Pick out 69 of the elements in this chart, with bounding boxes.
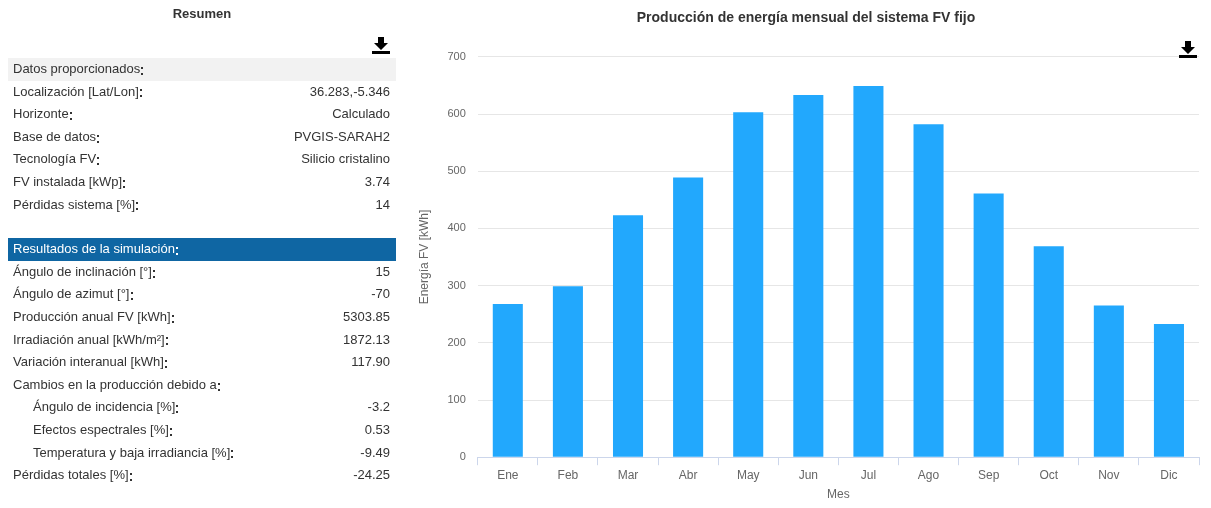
text: PVGIS-SARAH2: [293, 128, 390, 144]
x-tick-label: Ene: [497, 467, 519, 482]
text: Calculado: [332, 106, 390, 122]
category-label: Pérdidas totales [%]: [13, 466, 129, 485]
bar: [1033, 246, 1064, 457]
text: 0.53: [364, 421, 390, 437]
x-tick-label: Feb: [557, 467, 579, 482]
x-tick-label: Oct: [1039, 467, 1059, 482]
y-tick-label: 400: [447, 221, 466, 234]
x-tick-label: Sep: [977, 467, 1000, 482]
x-tick-label: Mar: [617, 467, 639, 482]
x-axis-title: Mes: [827, 487, 850, 502]
x-tick-label: Jul: [860, 467, 877, 482]
y-tick-label: 700: [447, 49, 466, 62]
text: 36.283,-5.346: [309, 83, 390, 99]
category-label: Horizonte: [13, 105, 69, 124]
bar: [973, 193, 1004, 457]
y-tick-label: 500: [447, 164, 466, 177]
bar: [492, 303, 523, 457]
bar: [552, 286, 583, 457]
category-label: Cambios en la producción debido a: [13, 375, 217, 394]
y-tick-label: 100: [447, 393, 466, 406]
text: 15: [375, 263, 390, 279]
category-label: Localización [Lat/Lon]: [13, 82, 139, 101]
text: Silicio cristalino: [301, 151, 390, 167]
y-axis-title: Energía FV [kWh]: [416, 209, 431, 305]
category-label: Temperatura y baja irradiancia [%]: [33, 443, 231, 462]
y-tick-label: 200: [447, 335, 466, 348]
category-label: Resultados de la simulación: [13, 240, 175, 259]
category-label: Base de datos: [13, 127, 97, 146]
text: 5303.85: [343, 308, 390, 324]
category-label: FV instalada [kWp]: [13, 172, 123, 191]
x-tick-label: Ago: [917, 467, 940, 482]
bar: [612, 215, 644, 457]
bar: [1093, 305, 1124, 457]
category-label: Ángulo de azimut [°]: [13, 285, 130, 304]
y-tick-label: 600: [447, 107, 466, 120]
category-label: Tecnología FV: [13, 150, 97, 169]
x-tick-label: Nov: [1098, 467, 1120, 482]
x-tick-label: Jun: [798, 467, 818, 482]
y-tick-label: 0: [459, 450, 466, 463]
category-label: Pérdidas sistema [%]: [13, 195, 136, 214]
x-tick-label: Abr: [678, 467, 698, 482]
bar: [733, 112, 764, 457]
text: 1872.13: [343, 331, 390, 347]
text: -24.25: [353, 467, 390, 483]
category-label: Efectos espectrales [%]: [33, 420, 169, 439]
chart-title: Producción de energía mensual del sistema FV fijo: [636, 9, 976, 26]
text: 3.74: [364, 173, 390, 189]
bar: [673, 177, 704, 457]
category-label: Irradiación anual [kWh/m²]: [13, 330, 165, 349]
category-label: Ángulo de incidencia [%]: [33, 398, 176, 417]
text: 117.90: [351, 354, 390, 370]
x-tick-label: Dic: [1160, 467, 1178, 482]
x-tick-label: May: [736, 467, 760, 482]
bar: [853, 85, 884, 457]
y-tick-label: 300: [447, 278, 466, 291]
text: -70: [371, 286, 390, 302]
category-label: Ángulo de inclinación [°]: [13, 262, 152, 281]
text: -3.2: [367, 399, 390, 415]
bar: [913, 124, 944, 457]
bar: [793, 95, 824, 457]
category-label: Producción anual FV [kWh]: [13, 307, 171, 326]
category-label: Variación interanual [kWh]: [13, 353, 164, 372]
text: Resumen: [171, 5, 233, 23]
text: -9.49: [360, 444, 390, 460]
text: 14: [375, 196, 390, 212]
bar: [1153, 323, 1184, 457]
category-label: Datos proporcionados: [13, 60, 141, 78]
